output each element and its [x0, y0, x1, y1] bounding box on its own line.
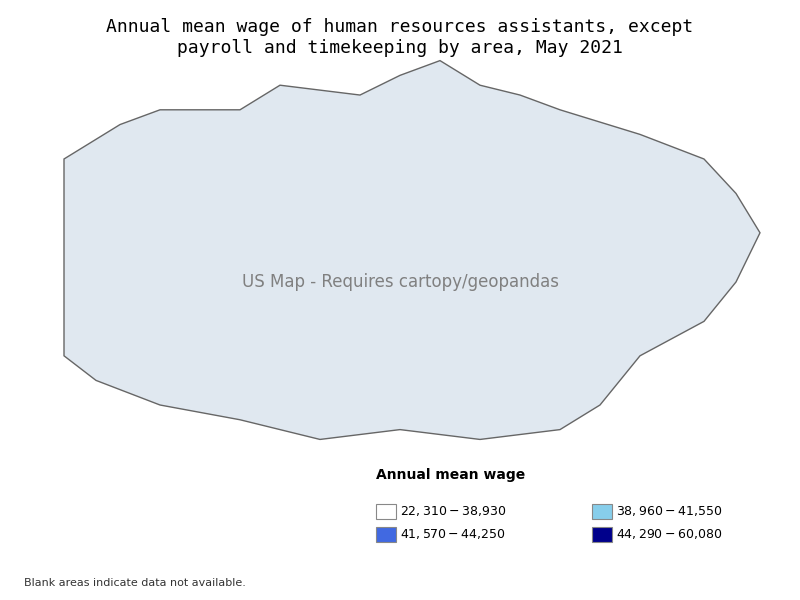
Polygon shape: [64, 61, 760, 439]
Text: Annual mean wage: Annual mean wage: [376, 469, 526, 482]
Text: US Map - Requires cartopy/geopandas: US Map - Requires cartopy/geopandas: [242, 273, 558, 291]
Text: $44,290 - $60,080: $44,290 - $60,080: [616, 527, 722, 541]
Text: $41,570 - $44,250: $41,570 - $44,250: [400, 527, 506, 541]
Text: Blank areas indicate data not available.: Blank areas indicate data not available.: [24, 578, 246, 588]
Text: Annual mean wage of human resources assistants, except
payroll and timekeeping b: Annual mean wage of human resources assi…: [106, 18, 694, 57]
Text: $22,310 - $38,930: $22,310 - $38,930: [400, 504, 506, 518]
Text: $38,960 - $41,550: $38,960 - $41,550: [616, 504, 722, 518]
